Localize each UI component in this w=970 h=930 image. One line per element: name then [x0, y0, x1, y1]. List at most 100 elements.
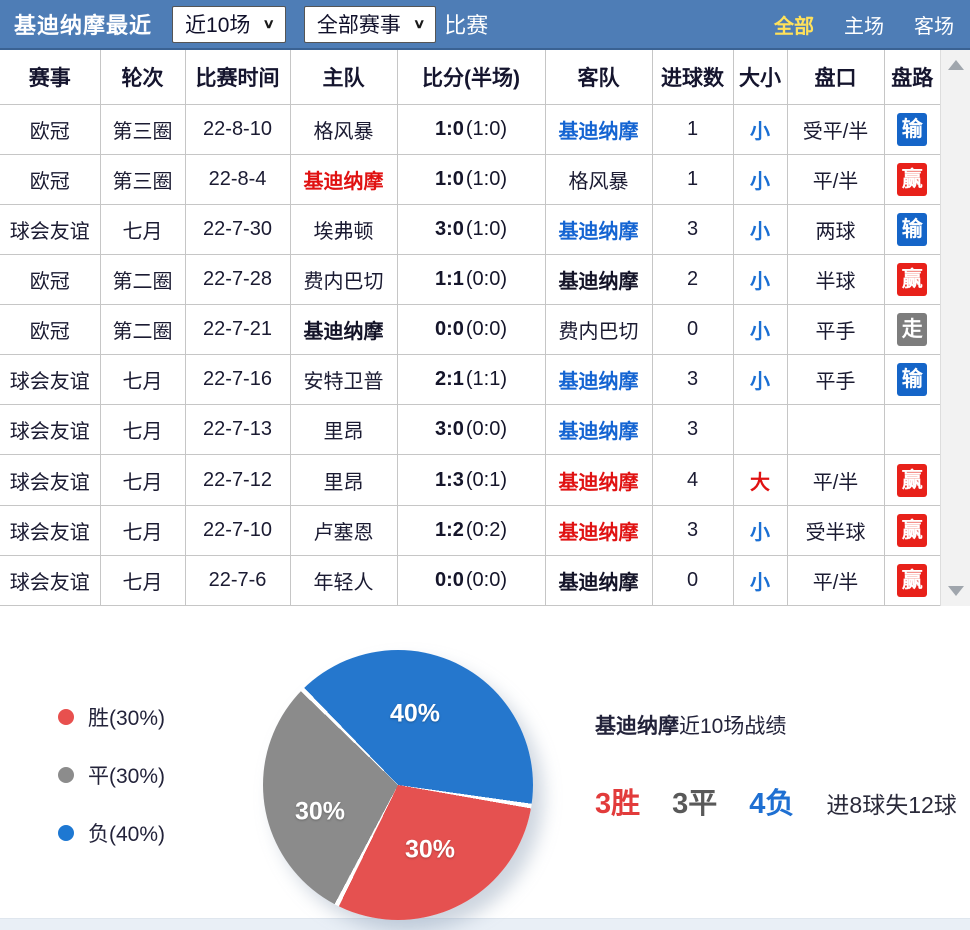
home-team-link[interactable]: 基迪纳摩 [303, 321, 384, 344]
score-cell: 0:0 (0:0) [396, 304, 546, 356]
stat-goals: 进8球失12球 [826, 792, 957, 818]
scroll-down-icon[interactable] [948, 586, 964, 596]
result-cell: 输 [883, 354, 940, 406]
fulltime-score: 1:3 [434, 468, 464, 491]
date-cell: 22-7-28 [184, 253, 291, 306]
score-cell: 3:0 (0:0) [396, 404, 546, 456]
handicap-cell: 半球 [786, 253, 885, 306]
home-team-cell[interactable]: 埃弗顿 [289, 203, 398, 255]
away-team-cell[interactable]: 基迪纳摩 [544, 103, 653, 155]
away-team-link[interactable]: 基迪纳摩 [558, 421, 639, 444]
home-team-link[interactable]: 费内巴切 [303, 270, 384, 293]
matches-table: 赛事 轮次 比赛时间 主队 比分(半场) 客队 进球数 大小 盘口 盘路 欧冠 … [0, 50, 940, 606]
away-team-link[interactable]: 费内巴切 [558, 321, 639, 344]
overunder-value: 小 [750, 371, 770, 394]
result-cell: 走 [883, 304, 940, 356]
filter-away[interactable]: 客场 [914, 15, 954, 38]
filter-all[interactable]: 全部 [774, 15, 814, 38]
goals-cell: 1 [651, 153, 734, 205]
competition-cell: 球会友谊 [0, 404, 101, 456]
filter-home[interactable]: 主场 [844, 15, 884, 38]
score-cell: 1:0 (1:0) [396, 103, 546, 155]
competition-cell: 欧冠 [0, 304, 101, 356]
away-team-link[interactable]: 基迪纳摩 [558, 371, 639, 394]
home-team-cell[interactable]: 安特卫普 [289, 354, 398, 406]
legend-label: 胜(30%) [88, 707, 166, 730]
result-cell [883, 404, 940, 456]
stat-losses: 4负 [749, 788, 795, 820]
handicap-cell: 平手 [786, 304, 885, 356]
table-row: 球会友谊 七月 22-7-12 里昂 1:3 (0:1) 基迪纳摩 4 大 平/半… [0, 454, 940, 506]
competition-select[interactable]: 全部赛事 ∨ [303, 5, 437, 43]
away-team-link[interactable]: 基迪纳摩 [558, 471, 639, 494]
away-team-cell[interactable]: 基迪纳摩 [544, 253, 653, 306]
handicap-cell: 平/半 [786, 454, 885, 506]
matches-table-area: 赛事 轮次 比赛时间 主队 比分(半场) 客队 进球数 大小 盘口 盘路 欧冠 … [0, 50, 970, 606]
col-header-result: 盘路 [883, 50, 940, 105]
fulltime-score: 2:1 [434, 368, 464, 391]
away-team-cell[interactable]: 费内巴切 [544, 304, 653, 356]
competition-cell: 欧冠 [0, 153, 101, 205]
matches-label: 比赛 [444, 13, 489, 38]
pie-slice-label-win: 30% [404, 835, 456, 864]
home-team-link[interactable]: 埃弗顿 [313, 220, 374, 243]
away-team-cell[interactable]: 基迪纳摩 [544, 454, 653, 506]
away-team-cell[interactable]: 基迪纳摩 [544, 504, 653, 556]
vertical-scrollbar[interactable] [940, 50, 970, 606]
score-cell: 0:0 (0:0) [396, 554, 546, 606]
legend-item-loss: 负(40%) [58, 818, 165, 848]
stat-wins: 3胜 [595, 788, 641, 820]
range-select[interactable]: 近10场 ∨ [172, 5, 286, 43]
away-team-link[interactable]: 基迪纳摩 [558, 220, 639, 243]
result-badge: 走 [897, 313, 928, 347]
away-team-link[interactable]: 格风暴 [568, 170, 629, 193]
handicap-cell: 受平/半 [786, 103, 885, 155]
home-team-cell[interactable]: 里昂 [289, 404, 398, 456]
round-cell: 第三圈 [99, 153, 186, 205]
away-team-link[interactable]: 基迪纳摩 [558, 120, 639, 143]
result-badge: 赢 [897, 262, 928, 296]
competition-cell: 欧冠 [0, 253, 101, 306]
competition-cell: 球会友谊 [0, 454, 101, 506]
home-team-link[interactable]: 卢塞恩 [313, 521, 374, 544]
competition-cell: 球会友谊 [0, 504, 101, 556]
away-team-cell[interactable]: 格风暴 [544, 153, 653, 205]
home-team-cell[interactable]: 格风暴 [289, 103, 398, 155]
home-team-link[interactable]: 里昂 [323, 471, 364, 494]
halftime-score: (1:0) [465, 217, 508, 240]
home-team-cell[interactable]: 里昂 [289, 454, 398, 506]
goals-cell: 0 [651, 554, 734, 606]
table-header-row: 赛事 轮次 比赛时间 主队 比分(半场) 客队 进球数 大小 盘口 盘路 [0, 50, 940, 105]
home-team-link[interactable]: 里昂 [323, 421, 364, 444]
overunder-value: 小 [750, 220, 770, 243]
result-badge: 赢 [897, 563, 928, 597]
away-team-link[interactable]: 基迪纳摩 [558, 571, 639, 594]
home-team-cell[interactable]: 年轻人 [289, 554, 398, 606]
away-team-cell[interactable]: 基迪纳摩 [544, 203, 653, 255]
away-team-link[interactable]: 基迪纳摩 [558, 521, 639, 544]
halftime-score: (1:0) [465, 117, 508, 140]
home-team-link[interactable]: 年轻人 [313, 571, 374, 594]
away-team-cell[interactable]: 基迪纳摩 [544, 554, 653, 606]
result-badge: 输 [897, 363, 928, 397]
col-header-goals: 进球数 [651, 50, 734, 105]
table-row: 欧冠 第三圈 22-8-4 基迪纳摩 1:0 (1:0) 格风暴 1 小 平/半 … [0, 153, 940, 205]
away-team-cell[interactable]: 基迪纳摩 [544, 354, 653, 406]
away-team-cell[interactable]: 基迪纳摩 [544, 404, 653, 456]
record-title: 基迪纳摩近10场战绩 [595, 710, 957, 740]
home-team-cell[interactable]: 费内巴切 [289, 253, 398, 306]
date-cell: 22-7-30 [184, 203, 291, 255]
home-team-link[interactable]: 格风暴 [313, 120, 374, 143]
page-title: 基迪纳摩最近 [14, 13, 153, 38]
table-row: 球会友谊 七月 22-7-16 安特卫普 2:1 (1:1) 基迪纳摩 3 小 平… [0, 354, 940, 406]
overunder-cell: 小 [732, 103, 788, 155]
scroll-up-icon[interactable] [948, 60, 964, 70]
overunder-cell: 小 [732, 304, 788, 356]
away-team-link[interactable]: 基迪纳摩 [558, 270, 639, 293]
home-team-cell[interactable]: 基迪纳摩 [289, 304, 398, 356]
record-summary-section: 胜(30%) 平(30%) 负(40%) 40% 30% 30% 基迪纳摩近10… [0, 606, 970, 920]
home-team-cell[interactable]: 卢塞恩 [289, 504, 398, 556]
home-team-link[interactable]: 安特卫普 [303, 371, 384, 394]
home-team-link[interactable]: 基迪纳摩 [303, 170, 384, 193]
home-team-cell[interactable]: 基迪纳摩 [289, 153, 398, 205]
